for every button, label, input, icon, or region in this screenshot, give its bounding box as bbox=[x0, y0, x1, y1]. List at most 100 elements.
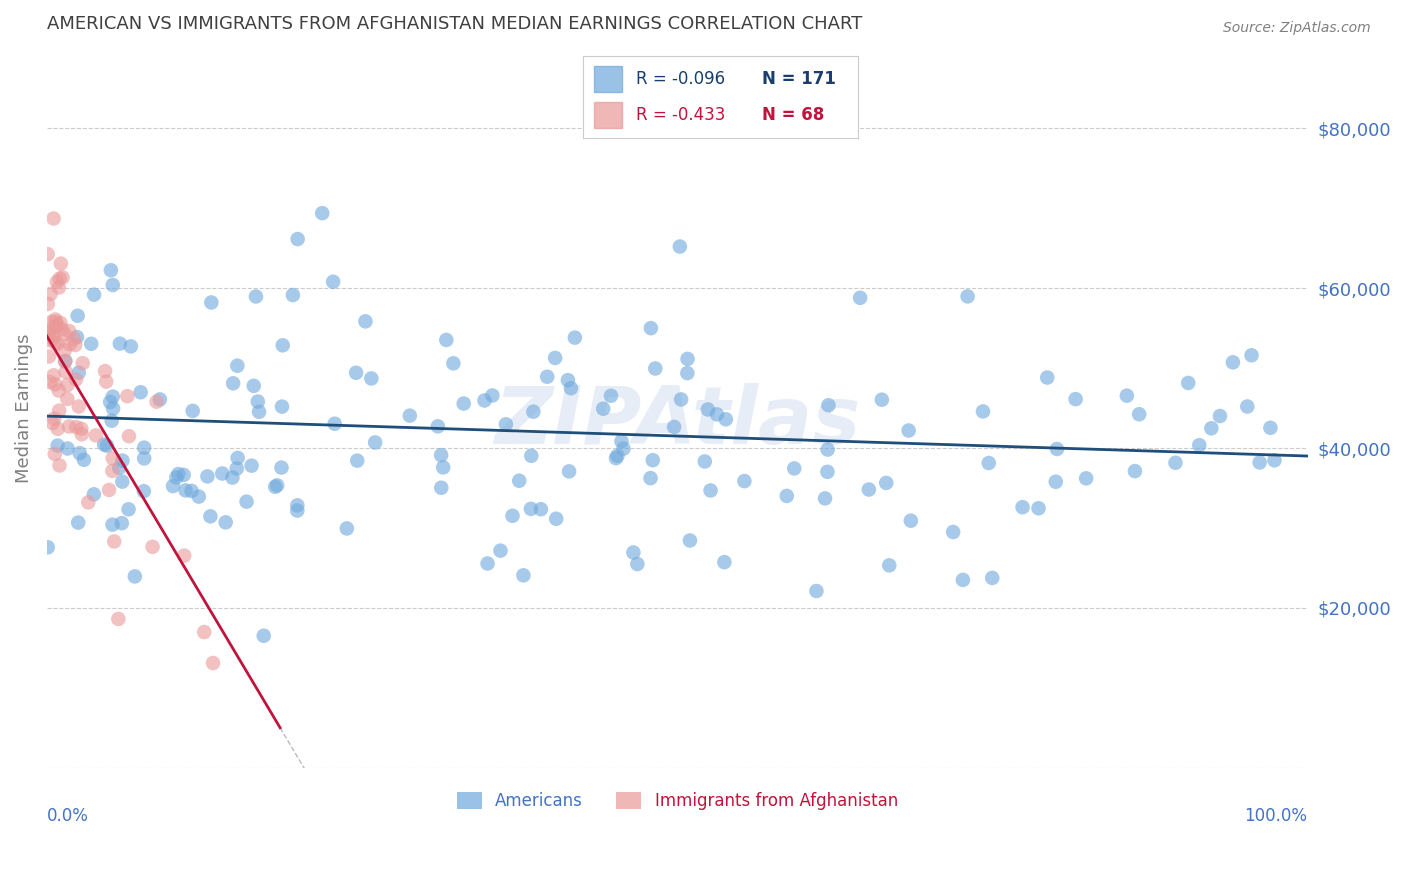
Point bbox=[46, 422, 69, 436]
Point bbox=[495, 417, 517, 432]
Point bbox=[200, 295, 222, 310]
Point bbox=[45, 319, 67, 334]
Point bbox=[430, 448, 453, 462]
Point bbox=[39, 375, 62, 389]
Point bbox=[1036, 370, 1059, 384]
Point bbox=[44, 312, 66, 326]
Point bbox=[111, 475, 134, 489]
Point bbox=[70, 427, 93, 442]
Point bbox=[1209, 409, 1232, 423]
Point bbox=[58, 324, 80, 338]
Point bbox=[46, 439, 69, 453]
Point bbox=[814, 491, 837, 506]
Point bbox=[398, 409, 420, 423]
Point bbox=[285, 499, 308, 513]
Point bbox=[520, 501, 543, 516]
Point bbox=[73, 452, 96, 467]
Point bbox=[981, 571, 1004, 585]
Point bbox=[162, 479, 184, 493]
Point bbox=[453, 396, 475, 410]
Point bbox=[65, 420, 87, 434]
Point bbox=[817, 398, 839, 412]
Point bbox=[52, 270, 75, 285]
Point bbox=[56, 378, 79, 392]
Point bbox=[42, 368, 65, 383]
Text: Source: ZipAtlas.com: Source: ZipAtlas.com bbox=[1223, 21, 1371, 35]
Point bbox=[713, 555, 735, 569]
Point bbox=[180, 483, 202, 498]
Point bbox=[46, 318, 69, 332]
Point bbox=[45, 315, 67, 329]
Point bbox=[101, 390, 124, 404]
Legend: Americans, Immigrants from Afghanistan: Americans, Immigrants from Afghanistan bbox=[450, 786, 904, 817]
Point bbox=[693, 454, 716, 468]
Point bbox=[640, 471, 662, 485]
Point bbox=[145, 394, 167, 409]
Point bbox=[226, 450, 249, 465]
Point bbox=[222, 376, 245, 391]
Point bbox=[53, 327, 76, 342]
Point bbox=[1201, 421, 1223, 435]
Point bbox=[530, 502, 553, 516]
Point bbox=[46, 336, 69, 351]
Point bbox=[1045, 475, 1067, 489]
Y-axis label: Median Earnings: Median Earnings bbox=[15, 334, 32, 483]
Point bbox=[1249, 455, 1271, 469]
Point bbox=[817, 442, 839, 457]
Point bbox=[37, 333, 59, 347]
Point bbox=[134, 441, 156, 455]
Point bbox=[489, 543, 512, 558]
Point bbox=[733, 474, 755, 488]
Point bbox=[38, 326, 60, 341]
Point bbox=[783, 461, 806, 475]
Point bbox=[129, 385, 152, 400]
Point bbox=[1240, 348, 1263, 362]
Point bbox=[96, 439, 118, 453]
Point bbox=[58, 419, 80, 434]
Point bbox=[70, 422, 93, 436]
Point bbox=[1115, 389, 1137, 403]
Point bbox=[165, 470, 187, 484]
Point bbox=[56, 392, 79, 406]
Point bbox=[67, 366, 90, 380]
Point bbox=[1011, 500, 1033, 515]
Point bbox=[42, 211, 65, 226]
Point bbox=[270, 460, 292, 475]
Point bbox=[83, 487, 105, 501]
Point bbox=[434, 333, 457, 347]
Point bbox=[502, 508, 524, 523]
Point bbox=[72, 356, 94, 370]
Point bbox=[98, 483, 121, 497]
Point bbox=[120, 339, 142, 353]
Point bbox=[101, 278, 124, 293]
Point bbox=[67, 516, 90, 530]
Point bbox=[67, 400, 90, 414]
Point bbox=[522, 405, 544, 419]
Point bbox=[39, 287, 62, 301]
Point bbox=[69, 446, 91, 460]
Point bbox=[426, 419, 449, 434]
Point bbox=[600, 389, 623, 403]
Point bbox=[245, 289, 267, 303]
Point bbox=[48, 384, 70, 398]
Point bbox=[107, 612, 129, 626]
Point bbox=[44, 447, 66, 461]
Point bbox=[235, 494, 257, 508]
Point bbox=[875, 475, 897, 490]
Point bbox=[1164, 456, 1187, 470]
Point bbox=[344, 366, 367, 380]
Point bbox=[173, 467, 195, 482]
Point bbox=[606, 449, 628, 463]
Text: ZIPAtlas: ZIPAtlas bbox=[494, 384, 860, 461]
Text: N = 171: N = 171 bbox=[762, 70, 835, 88]
Point bbox=[266, 478, 288, 492]
Point bbox=[48, 458, 70, 473]
Point bbox=[37, 541, 59, 555]
Point bbox=[546, 512, 568, 526]
Point bbox=[65, 338, 87, 352]
Point bbox=[536, 369, 558, 384]
Point bbox=[202, 656, 225, 670]
Point bbox=[48, 271, 70, 285]
Point bbox=[132, 484, 155, 499]
Text: R = -0.096: R = -0.096 bbox=[636, 70, 724, 88]
